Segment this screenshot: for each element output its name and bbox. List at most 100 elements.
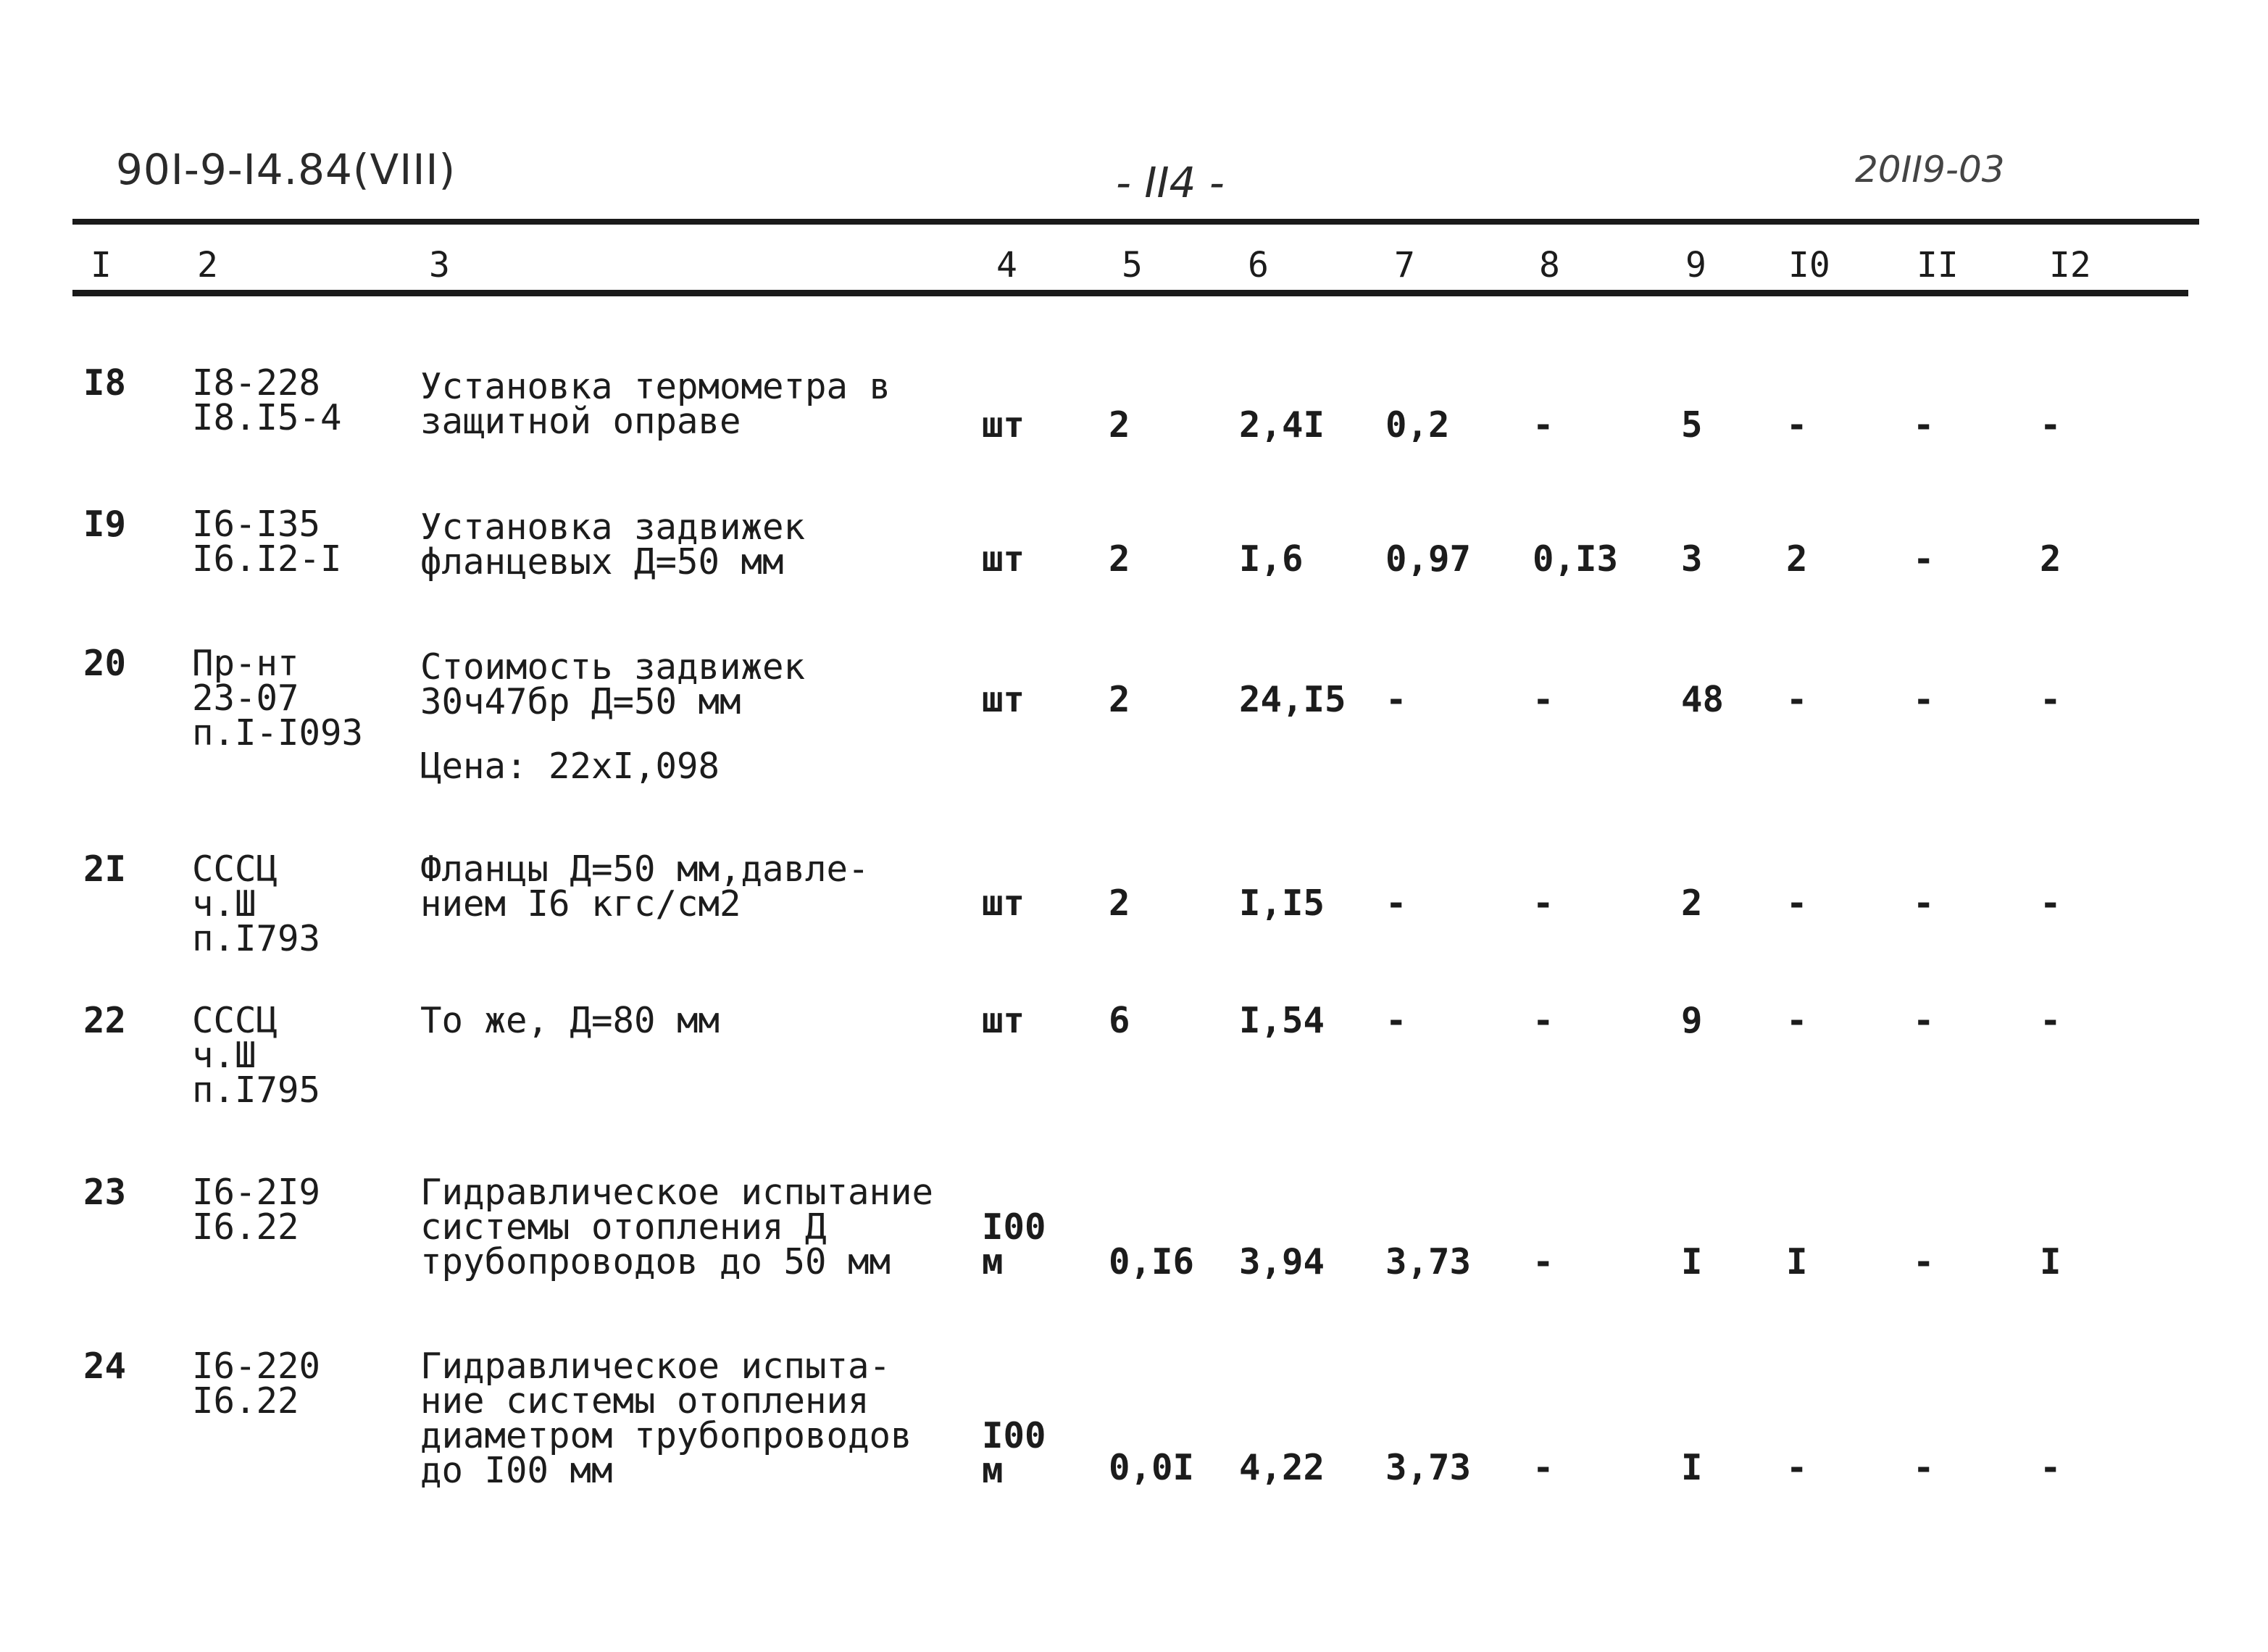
column-header-9: 9	[1685, 245, 1706, 285]
value-col-8: -	[1533, 883, 1554, 924]
value-col-7: 3,73	[1385, 1241, 1472, 1282]
value-col-12: -	[2040, 679, 2061, 720]
value-col-7: 3,73	[1385, 1447, 1472, 1488]
work-description: Стоимость задвижек 30ч47бр Д=50 мм	[420, 646, 806, 722]
quantity: 2	[1109, 404, 1130, 446]
column-header-6: 6	[1248, 245, 1269, 285]
value-col-12: -	[2040, 1000, 2061, 1041]
value-col-8: -	[1533, 1447, 1554, 1488]
row-number: 24	[83, 1346, 127, 1387]
value-col-12: -	[2040, 404, 2061, 446]
unit: I00 м	[982, 1415, 1046, 1491]
work-description: То же, Д=80 мм	[420, 1000, 720, 1041]
value-col-12: 2	[2040, 538, 2061, 580]
norm-code: Пр-нт 23-07 п.I-I093	[192, 643, 364, 754]
value-col-9: I	[1681, 1241, 1703, 1282]
value-col-11: -	[1913, 883, 1935, 924]
norm-code: I6-I35 I6.I2-I	[192, 504, 342, 580]
unit: шт	[982, 679, 1025, 720]
quantity: 0,0I	[1109, 1447, 1195, 1488]
column-header-3: 3	[429, 245, 450, 285]
table-top-rule	[72, 219, 2199, 225]
unit: шт	[982, 1000, 1025, 1041]
value-col-10: -	[1786, 1000, 1808, 1041]
value-col-9: 3	[1681, 538, 1703, 580]
work-description: Гидравлическое испытание системы отоплен…	[420, 1172, 934, 1282]
value-col-7: -	[1385, 679, 1407, 720]
value-col-10: -	[1786, 883, 1808, 924]
row-number: 20	[83, 643, 127, 684]
value-col-6: I,54	[1239, 1000, 1325, 1041]
row-number: I8	[83, 362, 127, 404]
archive-stamp: 20II9-03	[1855, 149, 2005, 191]
value-col-11: -	[1913, 538, 1935, 580]
value-col-10: -	[1786, 679, 1808, 720]
row-number: 2I	[83, 848, 127, 890]
column-header-12: I2	[2049, 245, 2091, 285]
page-number: - II4 -	[1116, 158, 1225, 207]
value-col-12: -	[2040, 1447, 2061, 1488]
work-description: Фланцы Д=50 мм,давле- нием I6 кгс/см2	[420, 848, 870, 925]
norm-code: СССЦ ч.Ш п.I795	[192, 1000, 321, 1111]
norm-code: I8-228 I8.I5-4	[192, 362, 342, 438]
quantity: 6	[1109, 1000, 1130, 1041]
value-col-8: -	[1533, 679, 1554, 720]
value-col-11: -	[1913, 1241, 1935, 1282]
unit: I00 м	[982, 1206, 1046, 1282]
price-note: Цена: 22xI,098	[420, 746, 720, 787]
quantity: 2	[1109, 538, 1130, 580]
value-col-8: -	[1533, 1000, 1554, 1041]
quantity: 2	[1109, 679, 1130, 720]
value-col-11: -	[1913, 1447, 1935, 1488]
norm-code: СССЦ ч.Ш п.I793	[192, 848, 321, 959]
row-number: 22	[83, 1000, 127, 1041]
unit: шт	[982, 883, 1025, 924]
column-header-1: I	[91, 245, 112, 285]
document-code: 90I-9-I4.84(VIII)	[116, 145, 456, 194]
work-description: Установка задвижек фланцевых Д=50 мм	[420, 506, 806, 583]
column-header-5: 5	[1122, 245, 1143, 285]
value-col-7: -	[1385, 1000, 1407, 1041]
unit: шт	[982, 538, 1025, 580]
value-col-8: -	[1533, 1241, 1554, 1282]
column-header-8: 8	[1539, 245, 1560, 285]
column-header-2: 2	[197, 245, 218, 285]
value-col-7: 0,2	[1385, 404, 1450, 446]
value-col-10: 2	[1786, 538, 1808, 580]
value-col-9: 9	[1681, 1000, 1703, 1041]
work-description: Установка термометра в защитной оправе	[420, 366, 891, 442]
value-col-6: I,6	[1239, 538, 1304, 580]
column-header-4: 4	[996, 245, 1017, 285]
norm-code: I6-220 I6.22	[192, 1346, 321, 1422]
quantity: 2	[1109, 883, 1130, 924]
value-col-9: I	[1681, 1447, 1703, 1488]
value-col-10: -	[1786, 404, 1808, 446]
value-col-11: -	[1913, 1000, 1935, 1041]
value-col-6: 2,4I	[1239, 404, 1325, 446]
value-col-6: I,I5	[1239, 883, 1325, 924]
value-col-7: -	[1385, 883, 1407, 924]
value-col-9: 5	[1681, 404, 1703, 446]
value-col-9: 48	[1681, 679, 1725, 720]
header-bottom-rule	[72, 290, 2188, 296]
value-col-9: 2	[1681, 883, 1703, 924]
value-col-6: 4,22	[1239, 1447, 1325, 1488]
work-description: Гидравлическое испыта- ние системы отопл…	[420, 1346, 912, 1491]
quantity: 0,I6	[1109, 1241, 1195, 1282]
value-col-10: I	[1786, 1241, 1808, 1282]
value-col-10: -	[1786, 1447, 1808, 1488]
value-col-6: 3,94	[1239, 1241, 1325, 1282]
column-header-10: I0	[1788, 245, 1830, 285]
value-col-12: I	[2040, 1241, 2061, 1282]
value-col-8: -	[1533, 404, 1554, 446]
column-header-7: 7	[1394, 245, 1415, 285]
value-col-11: -	[1913, 679, 1935, 720]
row-number: I9	[83, 504, 127, 545]
value-col-6: 24,I5	[1239, 679, 1346, 720]
value-col-8: 0,I3	[1533, 538, 1619, 580]
value-col-11: -	[1913, 404, 1935, 446]
value-col-12: -	[2040, 883, 2061, 924]
norm-code: I6-2I9 I6.22	[192, 1172, 321, 1248]
unit: шт	[982, 404, 1025, 446]
row-number: 23	[83, 1172, 127, 1213]
